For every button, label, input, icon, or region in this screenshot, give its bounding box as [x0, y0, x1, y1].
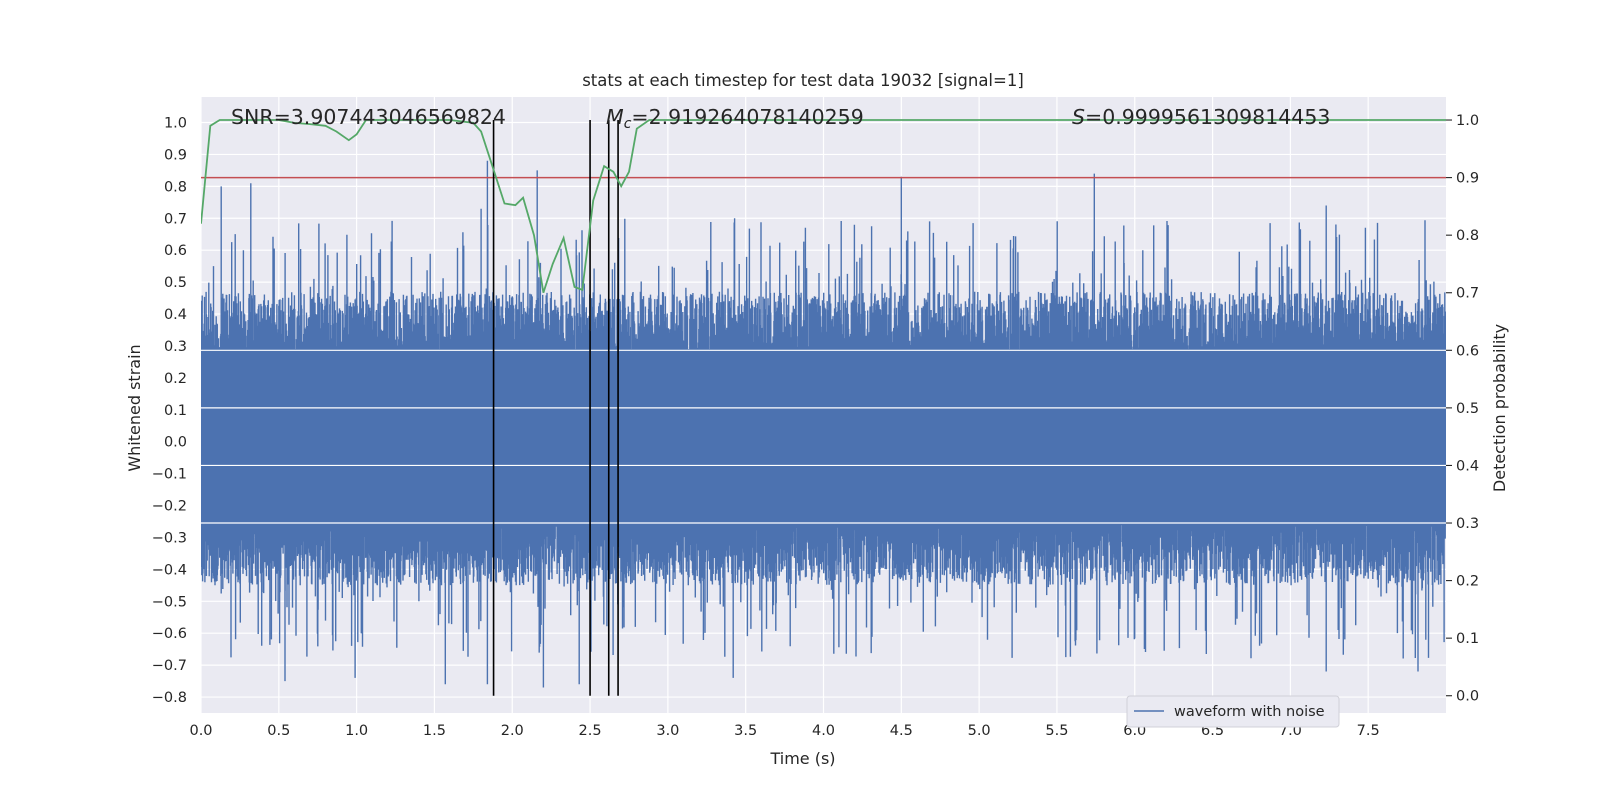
- left-y-tick-label: 0.3: [164, 339, 187, 355]
- right-y-tick-label: 0.4: [1456, 458, 1479, 474]
- s-value: =0.9999561309814453: [1085, 105, 1330, 129]
- left-y-tick-label: −0.5: [152, 594, 187, 610]
- left-y-tick-label: 0.9: [164, 147, 187, 163]
- snr-annotation: SNR=3.907443046569824: [231, 105, 506, 129]
- right-y-tick-label: 1.0: [1456, 113, 1479, 129]
- x-tick-label: 7.5: [1357, 723, 1380, 739]
- legend: waveform with noise: [1126, 695, 1340, 728]
- right-y-tick-label: 0.2: [1456, 574, 1479, 590]
- x-tick-label: 4.0: [812, 723, 835, 739]
- right-y-tick-label: 0.5: [1456, 401, 1479, 417]
- left-y-tick-label: 0.5: [164, 275, 187, 291]
- right-y-tick-label: 0.0: [1456, 689, 1479, 705]
- x-tick-label: 0.0: [189, 723, 212, 739]
- x-tick-label: 2.5: [579, 723, 602, 739]
- chirp-mass-annotation: Mc=2.919264078140259: [606, 105, 864, 132]
- legend-box: [1126, 695, 1340, 728]
- left-y-tick-label: −0.3: [152, 530, 187, 546]
- x-tick-label: 5.0: [968, 723, 991, 739]
- chirp-mass-symbol: M: [606, 105, 624, 129]
- left-y-tick-label: 0.0: [164, 435, 187, 451]
- right-y-tick-label: 0.8: [1456, 228, 1479, 244]
- left-y-tick-label: 0.6: [164, 243, 187, 259]
- x-axis-label: Time (s): [769, 749, 835, 768]
- chirp-mass-value: =2.919264078140259: [631, 105, 863, 129]
- right-y-axis: 1.0 0.9 0.8 0.7 0.6 0.5 0.4 0.3 0.2 0.1 0.0: [1446, 113, 1479, 705]
- right-y-tick-label: 0.3: [1456, 516, 1479, 532]
- left-y-tick-label: −0.1: [152, 467, 187, 483]
- left-y-axis: 1.0 0.9 0.8 0.7 0.6 0.5 0.4 0.3 0.2 0.1 0.0 −0.1 −0.…: [152, 116, 187, 707]
- left-y-tick-label: −0.2: [152, 499, 187, 515]
- left-y-tick-label: 0.7: [164, 211, 187, 227]
- x-tick-label: 5.5: [1045, 723, 1068, 739]
- s-symbol: S: [1072, 105, 1085, 129]
- left-y-tick-label: −0.4: [152, 562, 187, 578]
- right-y-tick-label: 0.7: [1456, 286, 1479, 302]
- right-y-axis-label: Detection probability: [1490, 324, 1509, 492]
- x-tick-label: 3.5: [734, 723, 757, 739]
- left-y-axis-label: Whitened strain: [125, 344, 144, 471]
- right-y-tick-label: 0.9: [1456, 171, 1479, 187]
- x-tick-label: 1.0: [345, 723, 368, 739]
- left-y-tick-label: 0.2: [164, 371, 187, 387]
- x-tick-label: 4.5: [890, 723, 913, 739]
- left-y-tick-label: 0.4: [164, 307, 187, 323]
- plot-marks: [201, 119, 1446, 696]
- left-y-tick-label: 0.8: [164, 179, 187, 195]
- x-tick-label: 1.5: [423, 723, 446, 739]
- left-y-tick-label: 0.1: [164, 403, 187, 419]
- chirp-mass-subscript: c: [624, 116, 632, 132]
- x-tick-label: 2.0: [501, 723, 524, 739]
- s-annotation: S=0.9999561309814453: [1072, 105, 1330, 129]
- right-y-tick-label: 0.1: [1456, 631, 1479, 647]
- legend-label: waveform with noise: [1174, 704, 1325, 720]
- left-y-tick-label: −0.7: [152, 658, 187, 674]
- detection-probability-series: [201, 119, 1446, 293]
- chart-title: stats at each timestep for test data 190…: [582, 71, 1024, 90]
- right-y-tick-label: 0.6: [1456, 343, 1479, 359]
- left-y-tick-label: −0.8: [152, 690, 187, 706]
- left-y-tick-label: −0.6: [152, 626, 187, 642]
- x-tick-label: 0.5: [267, 723, 290, 739]
- left-y-tick-label: 1.0: [164, 116, 187, 132]
- x-tick-label: 3.0: [656, 723, 679, 739]
